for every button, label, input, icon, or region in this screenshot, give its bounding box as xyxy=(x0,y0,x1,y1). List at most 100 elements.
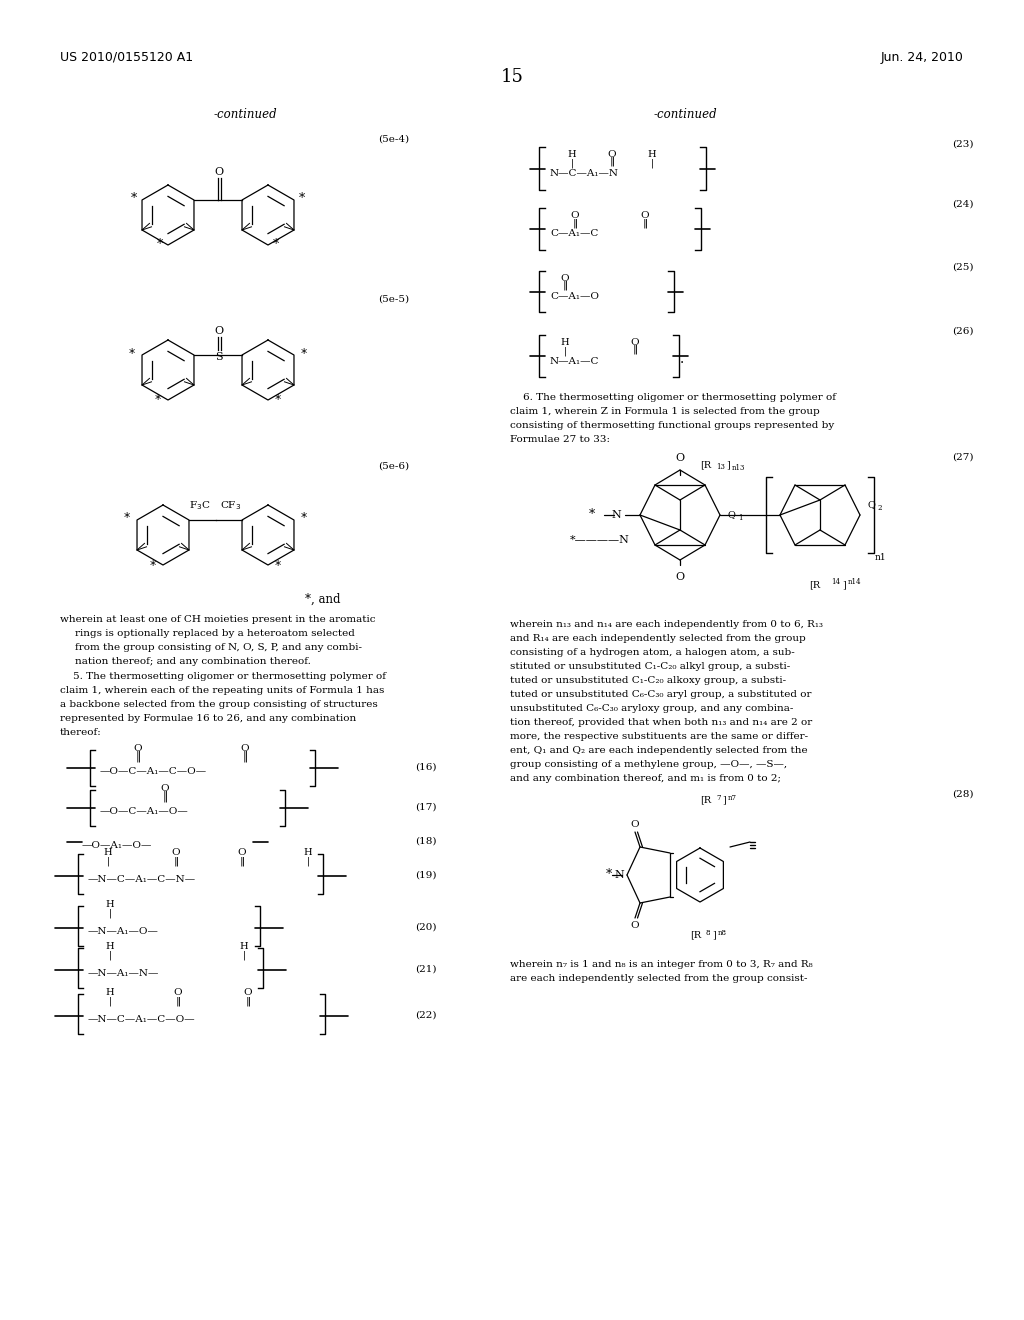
Text: ]: ] xyxy=(726,461,730,470)
Text: -continued: -continued xyxy=(653,108,717,121)
Text: O: O xyxy=(676,453,685,463)
Text: tuted or unsubstituted C₁-C₂₀ alkoxy group, a substi-: tuted or unsubstituted C₁-C₂₀ alkoxy gro… xyxy=(510,676,786,685)
Text: N: N xyxy=(611,510,621,520)
Text: O: O xyxy=(161,784,169,793)
Text: —O—A₁—O—: —O—A₁—O— xyxy=(82,841,153,850)
Text: US 2010/0155120 A1: US 2010/0155120 A1 xyxy=(60,50,194,63)
Text: (23): (23) xyxy=(952,140,974,149)
Text: —N—A₁—N—: —N—A₁—N— xyxy=(88,969,160,978)
Text: 13: 13 xyxy=(716,463,725,471)
Text: n1: n1 xyxy=(874,553,887,561)
Text: O: O xyxy=(676,572,685,582)
Text: ]: ] xyxy=(712,931,716,940)
Text: O: O xyxy=(214,168,223,177)
Text: ‖: ‖ xyxy=(562,281,567,290)
Text: *: * xyxy=(299,191,305,205)
Text: more, the respective substituents are the same or differ-: more, the respective substituents are th… xyxy=(510,733,808,741)
Text: [R: [R xyxy=(690,931,701,940)
Text: O: O xyxy=(561,275,569,282)
Text: group consisting of a methylene group, —O—, —S—,: group consisting of a methylene group, —… xyxy=(510,760,787,770)
Text: claim 1, wherein Z in Formula 1 is selected from the group: claim 1, wherein Z in Formula 1 is selec… xyxy=(510,407,820,416)
Text: H: H xyxy=(103,847,113,857)
Text: *: * xyxy=(155,393,161,407)
Text: |: | xyxy=(570,158,573,168)
Text: *: * xyxy=(274,558,282,572)
Text: (16): (16) xyxy=(415,763,436,772)
Text: (18): (18) xyxy=(415,837,436,846)
Text: O: O xyxy=(607,150,616,158)
Text: a backbone selected from the group consisting of structures: a backbone selected from the group consi… xyxy=(60,700,378,709)
Text: —O—C—A₁—O—: —O—C—A₁—O— xyxy=(100,807,188,816)
Text: O: O xyxy=(631,338,639,347)
Text: (25): (25) xyxy=(952,263,974,272)
Text: O: O xyxy=(238,847,247,857)
Text: (26): (26) xyxy=(952,327,974,337)
Text: *: * xyxy=(606,869,612,882)
Text: C—A₁—O: C—A₁—O xyxy=(550,292,599,301)
Text: |: | xyxy=(306,855,309,866)
Text: rings is optionally replaced by a heteroatom selected: rings is optionally replaced by a hetero… xyxy=(75,630,355,638)
Text: are each independently selected from the group consist-: are each independently selected from the… xyxy=(510,974,808,983)
Text: *: * xyxy=(131,191,137,205)
Text: N—A₁—C: N—A₁—C xyxy=(550,356,599,366)
Text: 14: 14 xyxy=(831,578,840,586)
Text: H: H xyxy=(561,338,569,347)
Text: O: O xyxy=(244,987,252,997)
Text: O: O xyxy=(641,211,649,220)
Text: n14: n14 xyxy=(848,578,861,586)
Text: [R: [R xyxy=(700,461,711,470)
Text: [R: [R xyxy=(809,579,820,589)
Text: H: H xyxy=(240,942,248,950)
Text: nation thereof; and any combination thereof.: nation thereof; and any combination ther… xyxy=(75,657,311,667)
Text: wherein at least one of CH moieties present in the aromatic: wherein at least one of CH moieties pres… xyxy=(60,615,376,624)
Text: S: S xyxy=(215,352,223,362)
Text: 5. The thermosetting oligomer or thermosetting polymer of: 5. The thermosetting oligomer or thermos… xyxy=(60,672,386,681)
Text: ‖: ‖ xyxy=(609,157,614,166)
Text: (24): (24) xyxy=(952,201,974,209)
Text: Q: Q xyxy=(867,500,874,510)
Text: [R: [R xyxy=(700,796,711,804)
Text: ‖: ‖ xyxy=(162,791,168,803)
Text: N: N xyxy=(614,870,624,880)
Text: Jun. 24, 2010: Jun. 24, 2010 xyxy=(881,50,964,63)
Text: tuted or unsubstituted C₆-C₃₀ aryl group, a substituted or: tuted or unsubstituted C₆-C₃₀ aryl group… xyxy=(510,690,811,700)
Text: O: O xyxy=(631,820,639,829)
Text: (5e-4): (5e-4) xyxy=(378,135,410,144)
Text: from the group consisting of N, O, S, P, and any combi-: from the group consisting of N, O, S, P,… xyxy=(75,643,362,652)
Text: (27): (27) xyxy=(952,453,974,462)
Text: n8: n8 xyxy=(718,929,727,937)
Text: 7: 7 xyxy=(716,795,721,803)
Text: ‖: ‖ xyxy=(135,751,140,763)
Text: |: | xyxy=(243,950,246,960)
Text: and any combination thereof, and m₁ is from 0 to 2;: and any combination thereof, and m₁ is f… xyxy=(510,774,781,783)
Text: (5e-6): (5e-6) xyxy=(378,462,410,471)
Text: *: * xyxy=(272,239,280,252)
Text: (19): (19) xyxy=(415,871,436,880)
Text: H: H xyxy=(105,942,115,950)
Text: consisting of thermosetting functional groups represented by: consisting of thermosetting functional g… xyxy=(510,421,835,430)
Text: O: O xyxy=(631,921,639,931)
Text: Formulae 27 to 33:: Formulae 27 to 33: xyxy=(510,436,610,444)
Text: ‖: ‖ xyxy=(633,345,638,355)
Text: |: | xyxy=(650,158,653,168)
Text: C—A₁—C: C—A₁—C xyxy=(550,230,598,239)
Text: (28): (28) xyxy=(952,789,974,799)
Text: wherein n₇ is 1 and n₈ is an integer from 0 to 3, R₇ and R₈: wherein n₇ is 1 and n₈ is an integer fro… xyxy=(510,960,813,969)
Text: consisting of a hydrogen atom, a halogen atom, a sub-: consisting of a hydrogen atom, a halogen… xyxy=(510,648,795,657)
Text: O: O xyxy=(241,744,249,752)
Text: *: * xyxy=(274,393,282,407)
Text: ‖: ‖ xyxy=(240,855,245,866)
Text: —N—C—A₁—C—O—: —N—C—A₁—C—O— xyxy=(88,1015,196,1023)
Text: (22): (22) xyxy=(415,1011,436,1020)
Text: ‖: ‖ xyxy=(243,751,248,763)
Text: *: * xyxy=(129,346,135,359)
Text: (21): (21) xyxy=(415,965,436,974)
Text: O: O xyxy=(570,211,580,220)
Text: H: H xyxy=(567,150,577,158)
Text: ‖: ‖ xyxy=(175,997,180,1006)
Text: F$_3$C: F$_3$C xyxy=(189,499,211,512)
Text: N—C—A₁—N: N—C—A₁—N xyxy=(550,169,618,178)
Text: *: * xyxy=(157,239,163,252)
Text: n7: n7 xyxy=(728,795,737,803)
Text: H: H xyxy=(105,987,115,997)
